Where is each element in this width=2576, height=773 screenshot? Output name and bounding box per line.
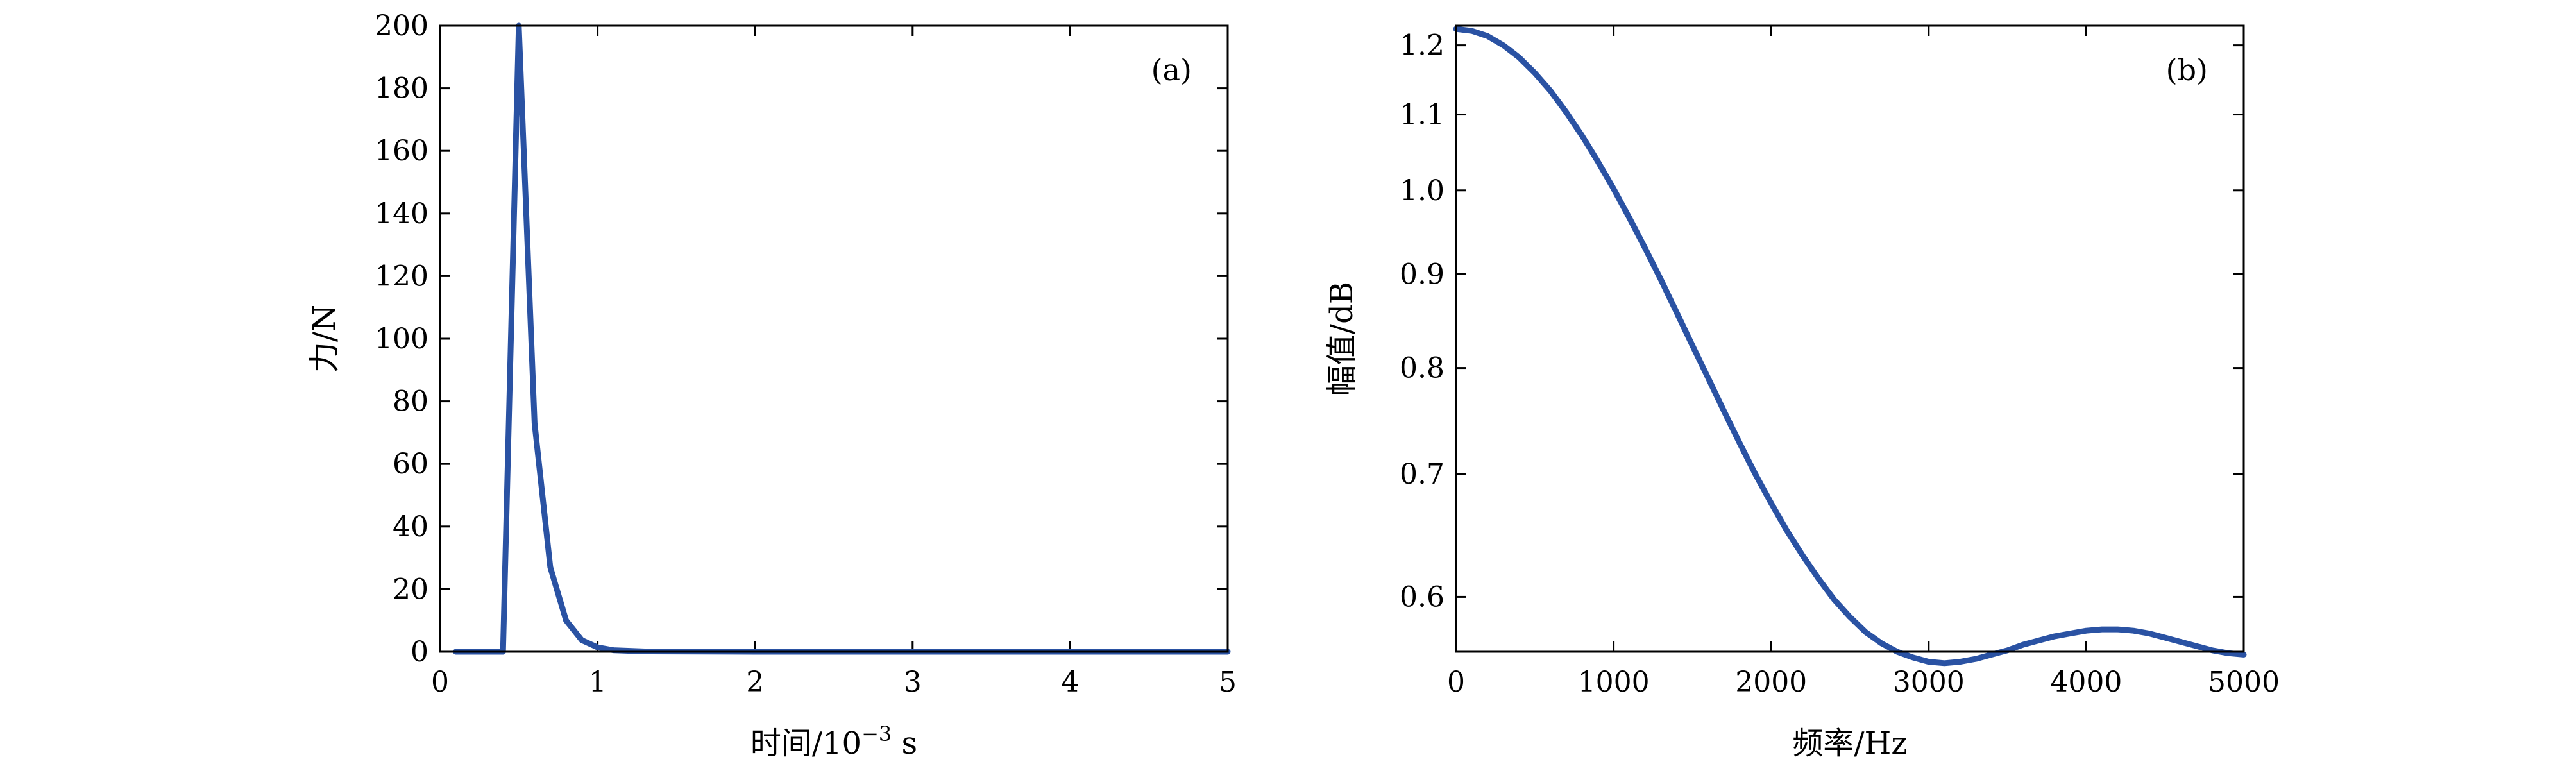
- panel-b-y-tick-label: 1.1: [1400, 99, 1445, 132]
- panel-a-y-tick-label: 100: [375, 323, 428, 355]
- panel-a-series-line: [453, 22, 1231, 655]
- panel-a-y-tick-label: 20: [393, 573, 428, 606]
- panel-b-label: (b): [2166, 53, 2208, 87]
- panel-a-x-axis-label-main: 时间/10: [750, 726, 861, 761]
- panel-b-x-tick-label: 3000: [1893, 666, 1965, 699]
- panel-b-plot-area: 0 1000 2000 3000 4000 5000 0.6 0.7 0.8 0.9 1.0 1.1 1…: [1400, 26, 2280, 699]
- panel-a-x-tick-label: 4: [1061, 666, 1079, 699]
- panel-a-force-time: 0 1 2 3 4 5 0 20 40 60 80 100 120 140 160 180 200 (a) 力/…: [307, 10, 1237, 761]
- panel-b-y-tick-label: 1.2: [1400, 30, 1445, 62]
- panel-b-frame: [1455, 24, 2245, 653]
- panel-a-y-tick-label: 200: [375, 10, 428, 42]
- panel-b-x-tick-label: 4000: [2050, 666, 2122, 699]
- panel-a-x-axis-label: 时间/10−3 s: [750, 722, 917, 761]
- panel-a-x-tick-label: 3: [904, 666, 922, 699]
- panel-b-y-tick-label: 0.7: [1400, 458, 1445, 491]
- panel-b-x-tick-label: 0: [1447, 666, 1465, 699]
- panel-b-y-tick-label: 0.9: [1400, 258, 1445, 291]
- panel-b-series-line: [1453, 26, 2247, 667]
- panel-b-x-tick-label: 5000: [2208, 666, 2280, 699]
- panel-b-y-axis-label: 幅值/dB: [1324, 282, 1360, 396]
- panel-b-amplitude-frequency: 0 1000 2000 3000 4000 5000 0.6 0.7 0.8 0.9 1.0 1.1 1…: [1324, 24, 2280, 761]
- panel-a-y-tick-label: 0: [411, 636, 428, 668]
- panel-a-y-tick-label: 180: [375, 72, 428, 105]
- panel-a-x-tick-label: 5: [1219, 666, 1237, 699]
- panel-a-y-tick-label: 60: [393, 448, 428, 480]
- panel-b-x-tick-label: 1000: [1578, 666, 1650, 699]
- panel-b-x-axis-label: 频率/Hz: [1792, 726, 1907, 761]
- panel-a-label: (a): [1151, 53, 1192, 87]
- panel-a-y-tick-label: 160: [375, 135, 428, 167]
- panel-a-y-tick-label: 80: [393, 386, 428, 418]
- panel-b-x-tick-label: 2000: [1735, 666, 1807, 699]
- panel-a-x-tick-label: 0: [431, 666, 449, 699]
- panel-a-x-tick-label: 2: [746, 666, 764, 699]
- panel-b-y-tick-label: 1.0: [1400, 174, 1445, 207]
- panel-a-y-tick-label: 40: [393, 511, 428, 543]
- panel-a-x-axis-label-unit: s: [892, 726, 917, 761]
- panel-b-y-tick-label: 0.8: [1400, 352, 1445, 385]
- panel-a-y-tick-label: 120: [375, 260, 428, 293]
- panel-a-frame: [439, 24, 1229, 653]
- panel-a-x-tick-label: 1: [589, 666, 607, 699]
- panel-a-y-tick-label: 140: [375, 198, 428, 230]
- panel-a-y-axis-label: 力/N: [307, 305, 343, 373]
- panel-a-plot-area: 0 1 2 3 4 5 0 20 40 60 80 100 120 140 160 180 200: [375, 10, 1237, 699]
- panel-b-y-tick-label: 0.6: [1400, 581, 1445, 613]
- panel-a-x-axis-label-exponent: −3: [861, 722, 892, 746]
